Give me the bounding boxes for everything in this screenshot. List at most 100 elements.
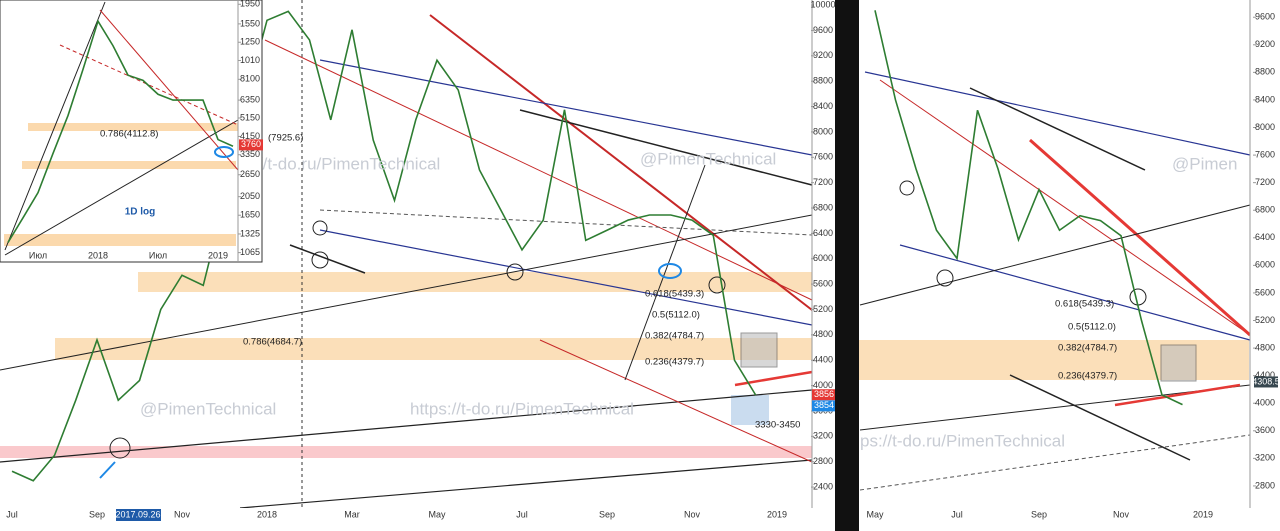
trend-line	[859, 434, 1251, 491]
trend-line	[319, 229, 813, 326]
trend-line	[0, 389, 813, 463]
y-tick-label: 4800	[1255, 342, 1275, 352]
trend-line	[899, 244, 1251, 341]
annotation: 0.5(5112.0)	[1068, 322, 1116, 333]
y-tick-label: 1550	[240, 18, 260, 28]
x-tick-label: Jul	[6, 509, 18, 519]
annotation: 0.786(4112.8)	[100, 129, 158, 140]
watermark: ts://t-do.ru/PimenTechnical	[240, 154, 440, 173]
marker	[658, 263, 682, 279]
trend-line	[519, 109, 813, 186]
annotation: 0.236(4379.7)	[645, 357, 704, 368]
main-chart: 2400280032003600400044004800520056006000…	[6, 0, 836, 521]
y-tick-label: 6000	[1255, 260, 1275, 270]
price-label-box	[1254, 376, 1278, 388]
price-line	[874, 10, 1183, 406]
marker	[936, 269, 954, 287]
price-label: 3856	[814, 389, 834, 399]
zone	[28, 123, 238, 131]
y-tick-label: 3200	[1255, 453, 1275, 463]
x-tick-label: Sep	[89, 509, 105, 519]
y-tick-label: 8100	[240, 74, 260, 84]
cursor-label: 2017.09.26	[115, 509, 160, 519]
y-tick-label: 8400	[813, 101, 833, 111]
arrow	[624, 164, 706, 381]
y-tick-label: 10000	[810, 0, 835, 9]
right-drawings	[859, 0, 1280, 531]
arrow	[1114, 383, 1241, 407]
price-label: 3854	[814, 400, 834, 410]
trend-line	[319, 209, 813, 236]
y-tick-label: 4000	[1255, 398, 1275, 408]
marker	[708, 276, 726, 294]
inset-chart: 1950 1550 1250 1010 8100 6350 5150 4150 3350 2650…	[0, 0, 263, 263]
y-tick-label: 4800	[813, 329, 833, 339]
y-tick-label: 2050	[240, 191, 260, 201]
x-tick-label: 2019	[767, 509, 787, 519]
y-tick-label: 1650	[240, 210, 260, 220]
annotation: 0.382(4784.7)	[1058, 343, 1117, 354]
y-tick-label: 1010	[240, 55, 260, 65]
y-tick-label: 7200	[813, 177, 833, 187]
box	[1160, 344, 1197, 382]
y-tick-label: 4150	[240, 131, 260, 141]
y-tick-label: 4000	[813, 380, 833, 390]
y-tick-label: 7600	[1255, 149, 1275, 159]
y-tick-label: 8000	[813, 126, 833, 136]
x-tick-label: Sep	[1031, 509, 1047, 519]
watermark: https://t-do.ru/PimenTechnical	[410, 399, 634, 418]
x-tick-label: Jul	[951, 509, 963, 519]
y-tick-label: 9200	[1255, 39, 1275, 49]
trend-line	[4, 119, 239, 256]
y-tick-label: 1250	[240, 37, 260, 47]
trend-line	[539, 339, 813, 463]
trend-line	[4, 1, 106, 251]
y-axis	[812, 0, 835, 508]
watermark: ps://t-do.ru/PimenTechnical	[860, 431, 1065, 450]
main-drawings	[0, 0, 835, 531]
price-label-box	[812, 389, 836, 401]
trend-line	[239, 459, 813, 509]
x-tick-label: Июл	[29, 250, 47, 260]
y-tick-label: 2400	[813, 481, 833, 491]
y-tick-label: 9600	[1255, 12, 1275, 22]
arrow	[99, 461, 116, 479]
x-axis	[0, 508, 835, 531]
y-tick-label: 7600	[813, 152, 833, 162]
trend-line	[859, 204, 1251, 306]
y-tick-label: 7200	[1255, 177, 1275, 187]
trend-line	[969, 87, 1146, 171]
y-tick-label: 6400	[1255, 232, 1275, 242]
x-tick-label: May	[866, 509, 884, 519]
y-tick-label: 1325	[240, 228, 260, 238]
annotation: 1D log	[125, 207, 156, 218]
x-axis	[859, 508, 1250, 531]
y-tick-label: 5200	[813, 304, 833, 314]
trend-line	[429, 14, 813, 311]
watermark: @PimenTechnical	[640, 149, 776, 168]
marker	[214, 146, 234, 158]
box	[740, 332, 778, 368]
annotation: (7925.6)	[268, 133, 303, 144]
marker	[311, 251, 329, 269]
y-tick-label: 3200	[813, 431, 833, 441]
zone	[22, 161, 236, 169]
y-tick-label: 6800	[1255, 205, 1275, 215]
zone	[55, 338, 812, 360]
trend-line	[859, 384, 1251, 431]
y-tick-label: 5600	[1255, 287, 1275, 297]
zone	[0, 446, 812, 458]
y-tick-label: 5200	[1255, 315, 1275, 325]
y-tick-label: 5600	[813, 278, 833, 288]
price-line	[11, 10, 757, 482]
trend-line	[864, 71, 1251, 156]
y-tick-label: 5150	[240, 112, 260, 122]
trend-line	[1029, 138, 1251, 337]
x-tick-label: Nov	[684, 509, 701, 519]
price-label: 4308.5	[1252, 376, 1280, 386]
x-tick-label: May	[428, 509, 446, 519]
box	[731, 395, 769, 425]
trend-line	[59, 44, 239, 126]
marker	[312, 220, 328, 236]
price-line	[7, 19, 234, 243]
